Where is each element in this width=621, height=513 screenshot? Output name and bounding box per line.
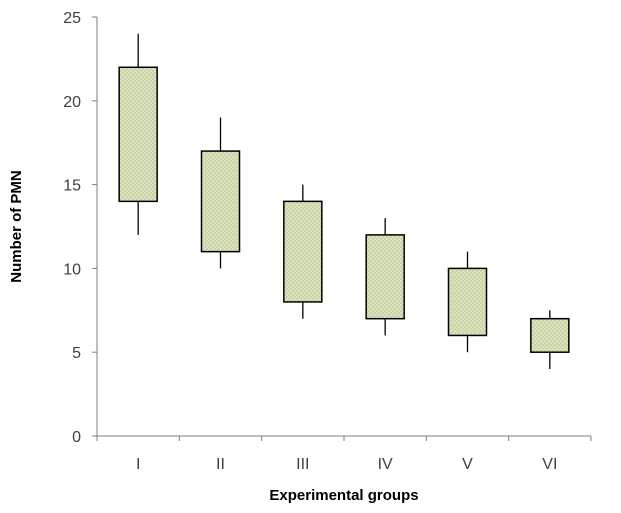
- x-tick-label: VI: [542, 456, 557, 473]
- box-group-I: [118, 66, 158, 203]
- y-tick-label: 5: [72, 345, 81, 362]
- box-group-V: [447, 267, 488, 337]
- y-tick-label: 10: [63, 261, 81, 278]
- box-group-IV: [365, 234, 405, 320]
- x-tick-label: V: [462, 456, 473, 473]
- y-tick-label: 15: [63, 178, 81, 195]
- y-tick-label: 20: [63, 94, 81, 111]
- x-axis-ticks: I II III IV V VI: [96, 436, 592, 473]
- y-axis-title: Number of PMN: [8, 170, 25, 283]
- x-tick-label: III: [296, 456, 309, 473]
- x-tick-label: I: [136, 456, 140, 473]
- plot-area: [118, 33, 570, 369]
- x-axis-title: Experimental groups: [269, 487, 418, 504]
- y-tick-label: 25: [63, 10, 81, 27]
- x-tick-label: IV: [378, 456, 393, 473]
- x-tick-label: II: [216, 456, 225, 473]
- box-group-VI: [530, 317, 570, 353]
- y-tick-label: 0: [72, 429, 81, 446]
- y-axis-ticks: 0 5 10 15 20 25: [63, 10, 97, 446]
- box-group-III: [283, 200, 323, 303]
- box-group-II: [200, 150, 241, 253]
